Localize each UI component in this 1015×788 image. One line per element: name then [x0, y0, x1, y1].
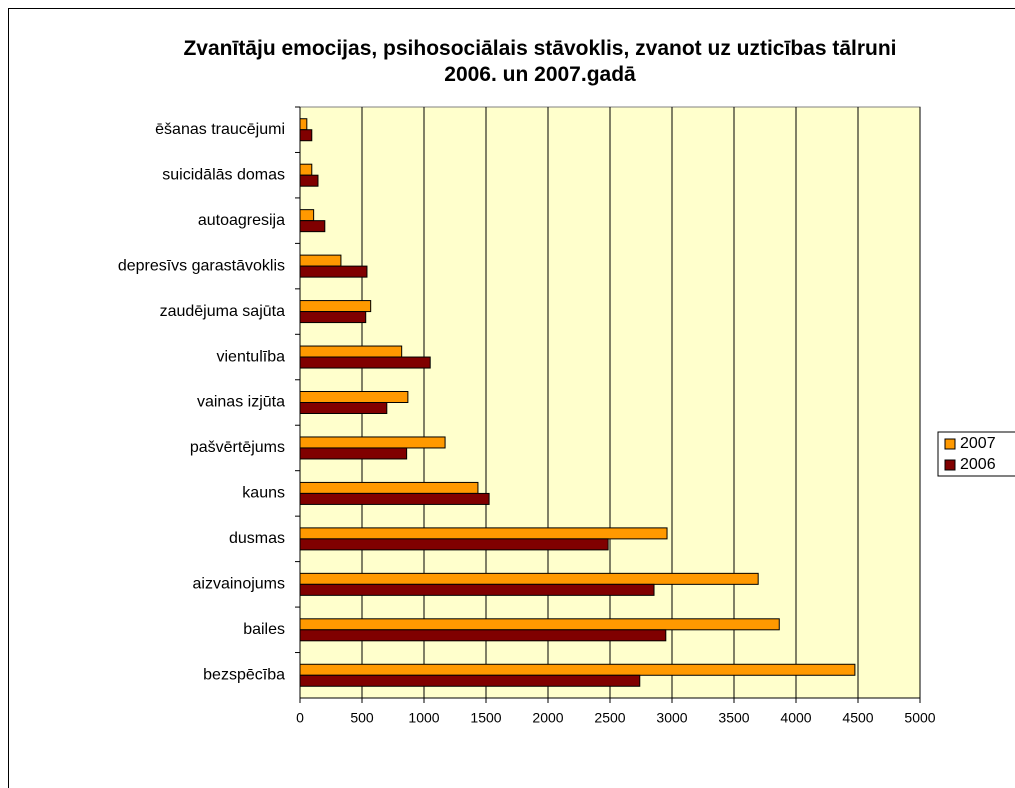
bar: [299, 572, 759, 585]
chart-title: Zvanītāju emocijas, psihosociālais stāvo…: [183, 37, 897, 86]
bar: [299, 220, 326, 233]
bar: [299, 663, 856, 676]
y-tick-label: aizvainojums: [193, 576, 285, 593]
legend-label: 2006: [960, 456, 996, 473]
x-tick-label: 4000: [780, 710, 811, 726]
legend-label: 2007: [960, 435, 996, 452]
x-tick-label: 1500: [470, 710, 501, 726]
y-tick-label: zaudējuma sajūta: [160, 303, 286, 320]
y-tick-label: bailes: [243, 621, 285, 638]
bar: [299, 481, 479, 494]
bar: [299, 163, 313, 176]
bar: [299, 629, 667, 642]
bar: [299, 356, 431, 369]
legend-swatch: [944, 438, 956, 450]
y-tick-label: bezspēcība: [203, 666, 285, 683]
y-tick-label: vientulība: [217, 348, 286, 365]
bar: [299, 311, 367, 324]
y-tick-label: depresīvs garastāvoklis: [118, 257, 285, 274]
x-tick-label: 500: [350, 710, 374, 726]
bar: [299, 118, 308, 131]
x-tick-label: 5000: [904, 710, 935, 726]
y-tick-label: autoagresija: [198, 212, 285, 229]
y-tick-label: ēšanas traucējumi: [155, 121, 285, 138]
bar: [299, 300, 372, 313]
bar: [299, 447, 408, 460]
y-tick-label: pašvērtējums: [190, 439, 285, 456]
bar: [299, 345, 403, 358]
legend-swatch: [944, 459, 956, 471]
x-tick-label: 2500: [594, 710, 625, 726]
bar: [299, 538, 609, 551]
bar: [299, 391, 409, 403]
x-tick-label: 2000: [532, 710, 563, 726]
x-tick-label: 4500: [842, 710, 873, 726]
y-tick-label: suicidālās domas: [162, 166, 285, 183]
x-tick-label: 0: [296, 710, 304, 726]
y-tick-label: vainas izjūta: [197, 394, 285, 411]
bar: [299, 674, 641, 687]
bar: [299, 402, 388, 414]
bar: [299, 129, 313, 142]
bar: [299, 527, 668, 540]
x-tick-label: 1000: [408, 710, 439, 726]
bar: [299, 174, 319, 187]
x-tick-label: 3000: [656, 710, 687, 726]
bar: [299, 254, 342, 267]
bar: [299, 583, 655, 596]
bar: [299, 618, 780, 631]
bar: [299, 265, 368, 278]
bar: [299, 492, 490, 505]
x-tick-label: 3500: [718, 710, 749, 726]
y-tick-label: kauns: [242, 485, 285, 502]
bar: [299, 436, 446, 449]
y-tick-label: dusmas: [229, 530, 285, 547]
bar: [299, 209, 315, 222]
